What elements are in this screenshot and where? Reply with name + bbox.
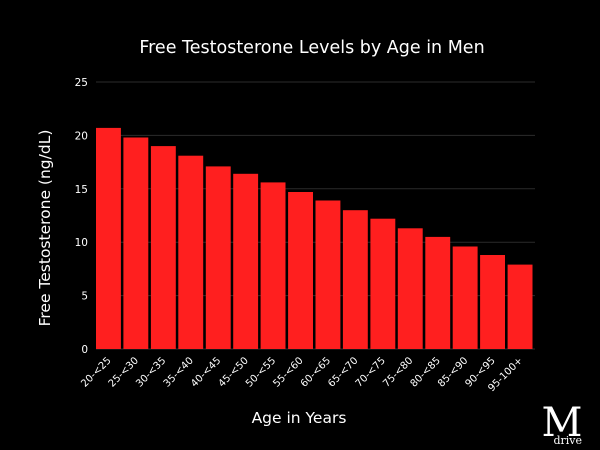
- y-tick-label: 25: [75, 77, 88, 89]
- bars: [96, 127, 533, 350]
- y-tick-label: 0: [81, 344, 88, 356]
- bar: [370, 218, 396, 349]
- bar: [96, 127, 121, 350]
- bar: [342, 210, 368, 349]
- bar: [260, 182, 286, 349]
- y-axis-label: Free Testosterone (ng/dL): [36, 130, 54, 327]
- y-tick-labels: 0 5 10 15 20 25: [75, 77, 88, 356]
- x-tick-labels: 20-<2525-<3030-<3535-<4040-<4545-<5050-<…: [79, 355, 525, 394]
- bar: [480, 255, 505, 349]
- bar: [452, 246, 478, 349]
- bar: [507, 264, 533, 349]
- brand-logo: M drive: [542, 400, 583, 447]
- bar: [288, 192, 313, 349]
- bar: [205, 166, 231, 349]
- bar: [233, 173, 259, 349]
- logo-subtext: drive: [553, 434, 582, 447]
- bar: [178, 155, 204, 349]
- y-tick-label: 5: [81, 291, 88, 303]
- y-tick-label: 15: [75, 184, 88, 196]
- bar: [315, 200, 341, 349]
- y-tick-label: 10: [75, 237, 88, 249]
- x-axis-label: Age in Years: [252, 409, 347, 427]
- y-tick-label: 20: [75, 130, 88, 142]
- logo-mark: M: [542, 400, 583, 446]
- bar: [425, 236, 451, 349]
- bar: [123, 137, 149, 349]
- bar: [397, 228, 423, 349]
- bar: [150, 146, 176, 349]
- chart-title: Free Testosterone Levels by Age in Men: [139, 38, 484, 58]
